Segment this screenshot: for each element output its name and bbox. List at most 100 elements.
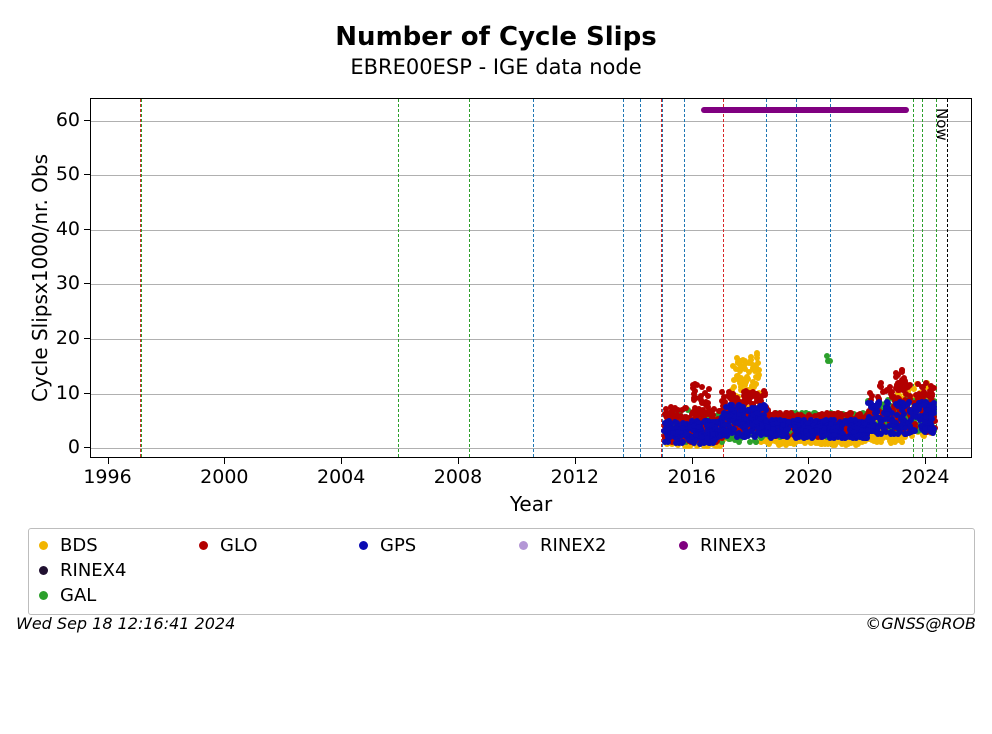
data-point [813, 440, 819, 446]
legend-label: RINEX4 [60, 560, 126, 581]
data-point [777, 417, 783, 423]
data-point [684, 431, 690, 437]
event-line [140, 99, 141, 457]
data-point [709, 422, 715, 428]
data-point [828, 421, 834, 427]
gridline [91, 121, 971, 122]
legend-label: RINEX2 [540, 535, 606, 556]
legend-marker [39, 591, 48, 600]
now-line [947, 99, 948, 457]
data-point [793, 435, 799, 441]
xtick-mark [575, 458, 576, 464]
data-point [791, 441, 797, 447]
data-point [919, 384, 925, 390]
data-point [792, 424, 798, 430]
data-point [895, 425, 901, 431]
xtick-mark [925, 458, 926, 464]
data-point [699, 384, 705, 390]
data-point [719, 389, 725, 395]
ytick-label: 50 [50, 163, 80, 185]
data-point [927, 392, 933, 398]
data-point [869, 393, 875, 399]
legend-item: BDS [39, 535, 195, 556]
legend-label: RINEX3 [700, 535, 766, 556]
data-point [710, 440, 716, 446]
xtick-mark [808, 458, 809, 464]
xtick-label: 2008 [434, 466, 482, 488]
legend: BDSGLOGPSRINEX2RINEX3RINEX4 GAL [28, 528, 975, 615]
y-axis-label: Cycle Slipsx1000/nr. Obs [28, 98, 52, 458]
data-point [742, 366, 748, 372]
data-point [894, 412, 900, 418]
ytick-label: 30 [50, 272, 80, 294]
ytick-mark [84, 393, 90, 394]
event-line [661, 99, 662, 457]
xtick-mark [692, 458, 693, 464]
attribution: ©GNSS@ROB [865, 614, 976, 633]
data-point [729, 402, 735, 408]
data-point [692, 388, 698, 394]
xtick-label: 2000 [200, 466, 248, 488]
legend-label: GLO [220, 535, 258, 556]
data-point [884, 411, 890, 417]
data-point [897, 399, 903, 405]
data-point [785, 426, 791, 432]
event-line [469, 99, 470, 457]
data-point [900, 387, 906, 393]
data-point [824, 353, 830, 359]
now-label: Now [933, 108, 951, 141]
event-line [533, 99, 534, 457]
data-point [814, 427, 820, 433]
data-point [737, 368, 743, 374]
gridline [91, 448, 971, 449]
data-point [893, 370, 899, 376]
data-point [768, 430, 774, 436]
data-point [749, 428, 755, 434]
data-point [892, 439, 898, 445]
data-point [745, 395, 751, 401]
data-point [705, 393, 711, 399]
data-point [700, 407, 706, 413]
data-point [931, 410, 937, 416]
data-point [908, 417, 914, 423]
data-point [877, 383, 883, 389]
xtick-mark [341, 458, 342, 464]
data-point [881, 424, 887, 430]
data-point [665, 411, 671, 417]
data-point [855, 441, 861, 447]
chart-canvas: Number of Cycle Slips EBRE00ESP - IGE da… [0, 0, 992, 734]
data-point [899, 407, 905, 413]
data-point [895, 431, 901, 437]
event-line [684, 99, 685, 457]
data-point [743, 388, 749, 394]
data-point [891, 394, 897, 400]
legend-marker [679, 541, 688, 550]
data-point [848, 417, 854, 423]
ytick-mark [84, 229, 90, 230]
timestamp: Wed Sep 18 12:16:41 2024 [16, 614, 235, 633]
gridline [91, 284, 971, 285]
data-point [754, 410, 760, 416]
data-point [726, 389, 732, 395]
data-point [742, 423, 748, 429]
data-point [863, 435, 869, 441]
data-point [831, 432, 837, 438]
legend-marker [519, 541, 528, 550]
data-point [723, 428, 729, 434]
data-point [801, 435, 807, 441]
data-point [913, 409, 919, 415]
data-point [870, 423, 876, 429]
data-point [710, 431, 716, 437]
data-point [691, 440, 697, 446]
xtick-label: 1996 [83, 466, 131, 488]
data-point [851, 429, 857, 435]
data-point [921, 402, 927, 408]
ytick-label: 0 [50, 436, 80, 458]
data-point [899, 367, 905, 373]
data-point [694, 412, 700, 418]
data-point [745, 407, 751, 413]
data-point [889, 418, 895, 424]
legend-item: GAL [39, 585, 195, 606]
ytick-mark [84, 283, 90, 284]
data-point [754, 352, 760, 358]
